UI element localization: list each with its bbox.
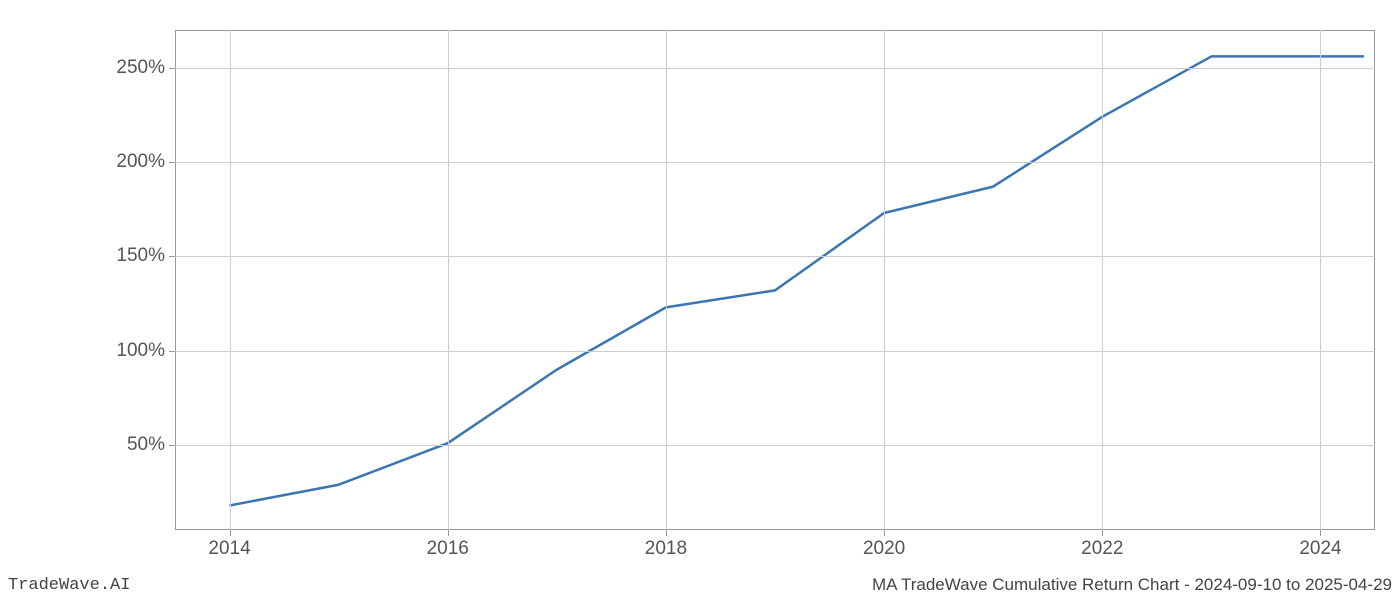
x-tick-label: 2020 bbox=[863, 538, 905, 560]
y-tick-mark bbox=[169, 351, 175, 352]
x-tick-mark bbox=[884, 530, 885, 536]
y-tick-label: 100% bbox=[116, 340, 165, 362]
y-tick-label: 50% bbox=[127, 434, 165, 456]
grid-line-vertical bbox=[884, 30, 885, 530]
y-tick-mark bbox=[169, 256, 175, 257]
x-tick-mark bbox=[230, 530, 231, 536]
x-tick-mark bbox=[1102, 530, 1103, 536]
x-tick-mark bbox=[1320, 530, 1321, 536]
grid-line-horizontal bbox=[175, 162, 1375, 163]
return-line bbox=[230, 56, 1365, 505]
grid-line-vertical bbox=[1102, 30, 1103, 530]
plot-area: 20142016201820202022202450%100%150%200%2… bbox=[175, 30, 1375, 530]
grid-line-vertical bbox=[448, 30, 449, 530]
x-tick-mark bbox=[448, 530, 449, 536]
footer-caption: MA TradeWave Cumulative Return Chart - 2… bbox=[872, 575, 1392, 595]
x-tick-label: 2014 bbox=[208, 538, 250, 560]
x-tick-label: 2022 bbox=[1081, 538, 1123, 560]
x-tick-label: 2018 bbox=[645, 538, 687, 560]
grid-line-vertical bbox=[230, 30, 231, 530]
chart-container: 2014 2016 2018 2020 2022 2024 50% 100% 150% 200% 2… bbox=[0, 0, 1400, 600]
y-tick-label: 200% bbox=[116, 151, 165, 173]
grid-line-horizontal bbox=[175, 68, 1375, 69]
grid-line-vertical bbox=[666, 30, 667, 530]
x-tick-mark bbox=[666, 530, 667, 536]
grid-line-horizontal bbox=[175, 256, 1375, 257]
grid-line-vertical bbox=[1320, 30, 1321, 530]
y-tick-label: 150% bbox=[116, 245, 165, 267]
x-tick-label: 2016 bbox=[427, 538, 469, 560]
y-tick-label: 250% bbox=[116, 57, 165, 79]
y-tick-mark bbox=[169, 68, 175, 69]
y-tick-mark bbox=[169, 162, 175, 163]
x-tick-label: 2024 bbox=[1299, 538, 1341, 560]
line-series bbox=[175, 30, 1375, 530]
y-tick-mark bbox=[169, 445, 175, 446]
footer-brand: TradeWave.AI bbox=[8, 576, 130, 595]
grid-line-horizontal bbox=[175, 351, 1375, 352]
grid-line-horizontal bbox=[175, 445, 1375, 446]
